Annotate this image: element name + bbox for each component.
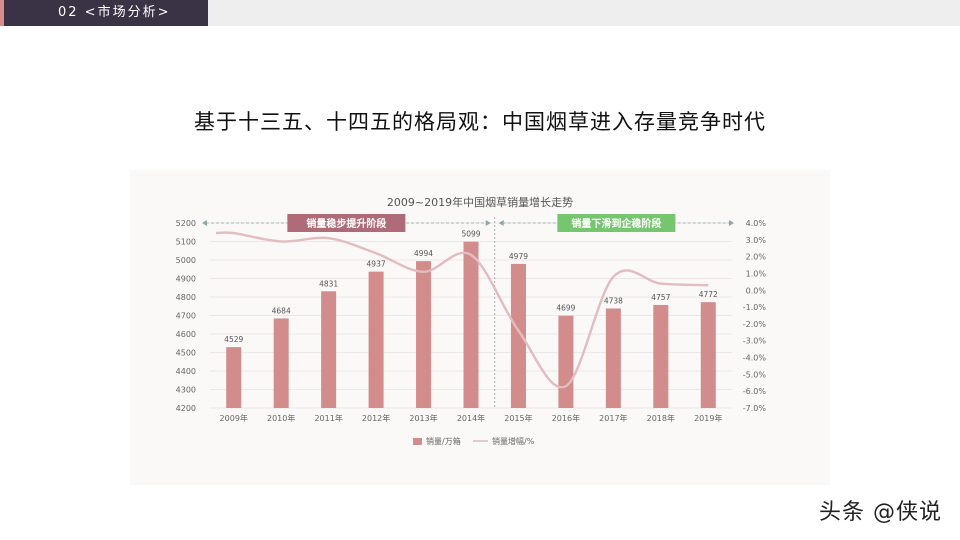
y-left-tick-label: 4900 <box>176 275 196 284</box>
chart-title: 2009~2019年中国烟草销量增长走势 <box>387 195 573 209</box>
bar-value-label: 4738 <box>604 296 623 305</box>
bar <box>226 347 242 408</box>
bar-value-label: 4684 <box>272 306 291 315</box>
y-left-tick-label: 4300 <box>176 386 196 395</box>
bar <box>463 241 479 408</box>
bar <box>273 318 289 408</box>
bar <box>321 291 337 408</box>
phase-badge-label: 销量稳步提升阶段 <box>306 217 386 230</box>
y-right-tick-label: 3.0% <box>746 236 767 245</box>
phase-badge <box>287 214 406 232</box>
x-tick-label: 2016年 <box>552 413 580 423</box>
bar <box>653 304 669 408</box>
y-right-tick-label: -5.0% <box>743 370 767 379</box>
y-right-tick-label: 1.0% <box>746 269 767 278</box>
x-tick-label: 2019年 <box>694 413 722 423</box>
bar <box>368 271 384 408</box>
x-tick-label: 2018年 <box>647 413 675 423</box>
phase-badge-label: 销量下滑到企稳阶段 <box>571 217 661 230</box>
x-tick-label: 2013年 <box>409 413 437 423</box>
bar-value-label: 4757 <box>651 293 670 302</box>
y-right-tick-label: -2.0% <box>743 320 767 329</box>
arrow-right-icon <box>729 220 734 226</box>
bar <box>700 302 716 408</box>
y-right-tick-label: 2.0% <box>746 253 767 262</box>
legend-bar-swatch <box>413 438 422 445</box>
x-tick-label: 2017年 <box>599 413 627 423</box>
y-left-tick-label: 5200 <box>176 219 196 228</box>
x-tick-label: 2010年 <box>267 413 295 423</box>
bar-value-label: 4772 <box>699 290 718 299</box>
bar-value-label: 5099 <box>461 230 480 239</box>
section-tab-accent <box>0 0 4 26</box>
x-tick-label: 2015年 <box>504 413 532 423</box>
section-tab: 02 <市场分析> <box>0 0 208 26</box>
y-left-tick-label: 4800 <box>176 293 196 302</box>
growth-line <box>215 231 709 389</box>
y-left-tick-label: 4200 <box>176 404 196 413</box>
bar-value-label: 4529 <box>224 335 243 344</box>
section-label: 02 <市场分析> <box>58 5 171 20</box>
y-left-tick-label: 4700 <box>176 312 196 321</box>
arrow-right-icon <box>485 220 491 226</box>
y-right-tick-label: -3.0% <box>743 337 767 346</box>
bar-value-label: 4994 <box>414 249 433 258</box>
y-right-tick-label: -4.0% <box>743 354 767 363</box>
y-left-tick-label: 4600 <box>176 330 196 339</box>
bar <box>416 261 432 408</box>
y-right-tick-label: -1.0% <box>743 303 767 312</box>
y-right-tick-label: -6.0% <box>743 387 767 396</box>
arrow-left-icon <box>202 220 207 226</box>
x-tick-label: 2011年 <box>314 413 342 423</box>
bar-value-label: 4831 <box>319 279 338 288</box>
arrow-left-icon <box>498 220 504 226</box>
bar-value-label: 4699 <box>556 304 575 313</box>
x-tick-label: 2012年 <box>362 413 390 423</box>
slide-title: 基于十三五、十四五的格局观：中国烟草进入存量竞争时代 <box>194 110 766 134</box>
legend-bar-label: 销量/万箱 <box>426 436 461 446</box>
bar <box>510 263 526 408</box>
legend-line-label: 销量增幅/% <box>492 436 535 446</box>
phase-badge <box>557 214 676 232</box>
x-tick-label: 2009年 <box>220 413 248 423</box>
y-right-tick-label: -7.0% <box>743 404 767 413</box>
y-right-tick-label: 4.0% <box>746 219 767 228</box>
y-left-tick-label: 5000 <box>176 256 196 265</box>
bar <box>558 315 574 408</box>
bar <box>605 308 621 408</box>
sales-chart: 2009~2019年中国烟草销量增长走势 5200 5100 5000 4900 4800… <box>176 195 767 446</box>
y-left-tick-label: 4400 <box>176 367 196 376</box>
bar-value-label: 4979 <box>509 252 528 261</box>
y-left-tick-label: 5100 <box>176 238 196 247</box>
bar-value-label: 4937 <box>367 260 386 269</box>
chart-panel: 2009~2019年中国烟草销量增长走势 5200 5100 5000 4900 4800… <box>130 170 830 485</box>
y-left-tick-label: 4500 <box>176 349 196 358</box>
y-right-tick-label: 0.0% <box>746 286 767 295</box>
x-tick-label: 2014年 <box>457 413 485 423</box>
watermark: 头条 @侠说 <box>819 500 942 525</box>
